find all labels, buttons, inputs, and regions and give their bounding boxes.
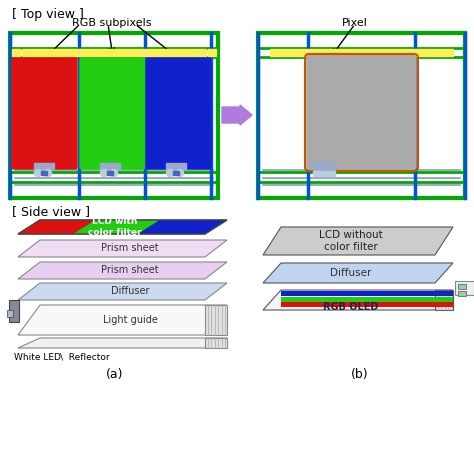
Text: Diffuser: Diffuser: [111, 286, 149, 296]
Bar: [107, 171, 113, 175]
Text: \  Reflector: \ Reflector: [60, 353, 109, 362]
Polygon shape: [18, 283, 227, 300]
Bar: [10, 33, 218, 198]
Text: LCD with
color filter: LCD with color filter: [88, 217, 142, 236]
FancyArrow shape: [222, 105, 252, 125]
Bar: [12, 49, 20, 56]
Bar: [173, 171, 179, 175]
Polygon shape: [18, 220, 95, 234]
Text: [ Top view ]: [ Top view ]: [12, 8, 84, 21]
Polygon shape: [18, 305, 227, 335]
Text: RGB OLED: RGB OLED: [323, 302, 379, 312]
Bar: [313, 162, 335, 170]
Polygon shape: [18, 262, 227, 279]
Bar: [313, 171, 335, 176]
Text: Pixel: Pixel: [342, 18, 368, 28]
Bar: [100, 163, 120, 169]
Polygon shape: [18, 240, 227, 257]
Circle shape: [176, 169, 183, 176]
Bar: [34, 163, 54, 169]
Text: Prism sheet: Prism sheet: [101, 265, 159, 275]
Bar: [455, 281, 474, 295]
Text: RGB subpixels: RGB subpixels: [72, 18, 152, 28]
Text: LCD without
color filter: LCD without color filter: [319, 230, 383, 252]
Text: Prism sheet: Prism sheet: [101, 243, 159, 253]
Polygon shape: [205, 305, 227, 335]
Bar: [258, 33, 465, 198]
Circle shape: [110, 169, 118, 176]
Circle shape: [100, 169, 108, 176]
Bar: [208, 49, 216, 56]
Bar: [270, 49, 453, 56]
Text: (b): (b): [351, 368, 369, 381]
Bar: [166, 163, 186, 169]
Circle shape: [35, 169, 42, 176]
Text: Diffuser: Diffuser: [330, 268, 372, 278]
FancyBboxPatch shape: [12, 58, 77, 169]
Polygon shape: [263, 290, 453, 310]
Polygon shape: [138, 220, 227, 234]
Bar: [22, 49, 206, 56]
Bar: [458, 291, 466, 296]
Polygon shape: [205, 338, 227, 348]
FancyBboxPatch shape: [80, 58, 145, 169]
Text: [ Side view ]: [ Side view ]: [12, 205, 90, 218]
Polygon shape: [435, 290, 453, 310]
Polygon shape: [18, 220, 227, 234]
Bar: [9, 300, 19, 322]
Polygon shape: [263, 263, 453, 283]
Bar: [458, 284, 466, 289]
Polygon shape: [18, 338, 227, 348]
Bar: [7, 310, 13, 317]
Polygon shape: [281, 297, 453, 301]
Polygon shape: [281, 291, 453, 296]
Text: Light guide: Light guide: [102, 315, 157, 325]
Bar: [41, 171, 47, 175]
Text: (a): (a): [106, 368, 124, 381]
Circle shape: [166, 169, 173, 176]
Text: White LED: White LED: [14, 353, 61, 362]
FancyBboxPatch shape: [146, 58, 211, 169]
Circle shape: [45, 169, 52, 176]
Polygon shape: [281, 302, 453, 307]
Polygon shape: [73, 220, 160, 234]
Polygon shape: [263, 227, 453, 255]
FancyBboxPatch shape: [307, 55, 416, 170]
